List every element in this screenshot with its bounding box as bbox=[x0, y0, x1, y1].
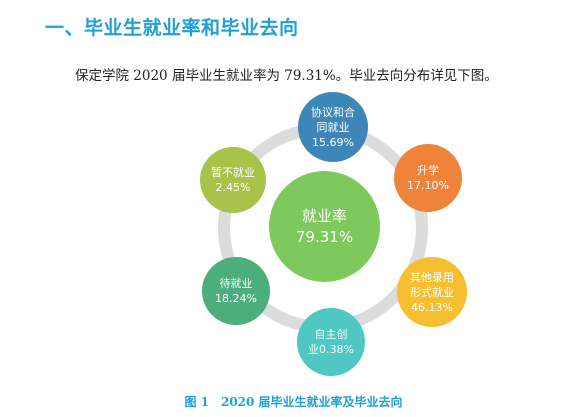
node-label-line: 同就业 bbox=[316, 120, 350, 134]
node-label-line: 其他录用 bbox=[410, 270, 454, 284]
node-not-employed-yet: 暂不就业 2.45% bbox=[200, 147, 266, 213]
node-value: 15.69% bbox=[312, 135, 354, 149]
node-label-line: 升学 bbox=[417, 164, 439, 177]
node-value-line: 业0.38% bbox=[308, 342, 354, 357]
node-label-line: 形式就业 bbox=[410, 285, 454, 299]
node-further-study: 升学 17.10% bbox=[394, 144, 462, 212]
node-label-line: 协议和合 bbox=[311, 105, 355, 119]
employment-rate-circle: 就业率 79.31% bbox=[269, 171, 380, 282]
node-value: 0.38% bbox=[319, 343, 354, 356]
node-label-line: 待就业 bbox=[219, 277, 253, 290]
employment-rate-label: 就业率 bbox=[301, 206, 347, 225]
node-contract-employment: 协议和合 同就业 15.69% bbox=[298, 92, 368, 162]
node-label-line: 暂不就业 bbox=[211, 166, 255, 179]
node-label-line: 自主创 bbox=[314, 328, 348, 341]
node-value: 18.24% bbox=[215, 292, 257, 305]
node-value: 46.13% bbox=[411, 300, 453, 314]
node-label-line: 业 bbox=[308, 343, 320, 356]
node-value: 17.10% bbox=[407, 179, 449, 192]
node-awaiting-employment: 待就业 18.24% bbox=[202, 257, 270, 325]
node-self-employment: 自主创 业0.38% bbox=[297, 308, 365, 376]
section-heading: 一、毕业生就业率和毕业去向 bbox=[45, 17, 299, 39]
node-other-employment: 其他录用 形式就业 46.13% bbox=[397, 257, 467, 327]
intro-paragraph: 保定学院 2020 届毕业生就业率为 79.31%。毕业去向分布详见下图。 bbox=[75, 68, 498, 84]
node-value: 2.45% bbox=[215, 181, 251, 194]
employment-rate-value: 79.31% bbox=[295, 227, 354, 246]
figure-caption: 图 1 2020 届毕业生就业率及毕业去向 bbox=[184, 395, 403, 409]
